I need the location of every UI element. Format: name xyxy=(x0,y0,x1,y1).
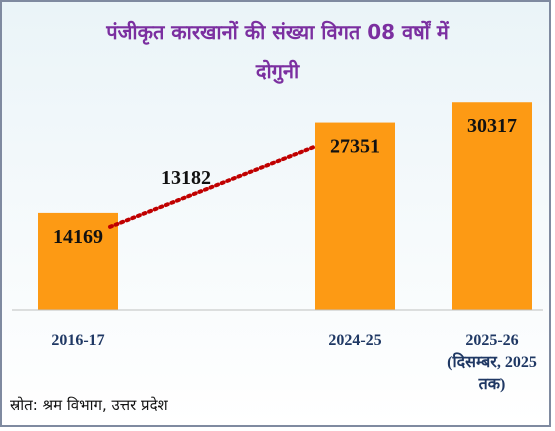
bar-0 xyxy=(38,212,118,310)
category-label-0: 2016-17 xyxy=(51,332,104,349)
bar-2 xyxy=(452,102,532,310)
trend-line xyxy=(108,144,317,229)
chart-title-line-2: दोगुनी xyxy=(255,59,300,83)
category-label-1: 2024-25 xyxy=(328,332,381,349)
source-note: स्रोत: श्रम विभाग, उत्तर प्रदेश xyxy=(10,396,168,414)
category-label-2: 2025-26 (दिसम्बर, 2025 तक) xyxy=(447,332,537,393)
data-label-2: 30317 xyxy=(467,115,517,137)
data-label-1: 27351 xyxy=(330,136,380,158)
bar-1 xyxy=(315,122,395,310)
chart-title-line-1: पंजीकृत कारखानों की संख्या विगत 08 वर्षो… xyxy=(106,20,449,44)
difference-annotation: 13182 xyxy=(161,167,211,189)
data-label-0: 14169 xyxy=(53,226,103,248)
